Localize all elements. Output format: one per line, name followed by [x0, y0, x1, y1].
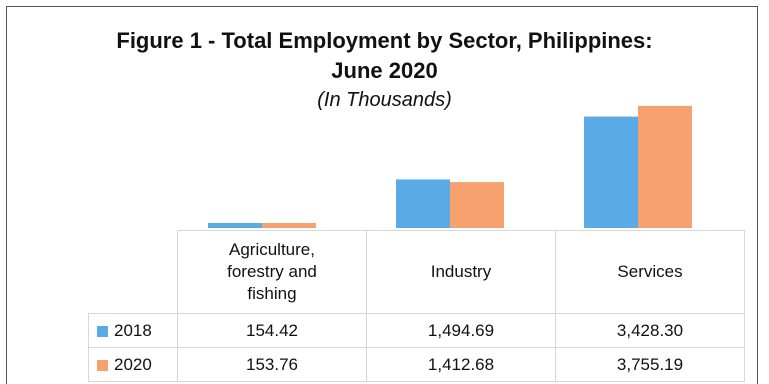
data-label: 153.76: [177, 347, 367, 382]
bar-2018-1: [208, 222, 262, 228]
legend-entry-2020: 2020: [88, 347, 178, 382]
legend-swatch-2018: [97, 325, 108, 337]
data-label: 3,755.19: [555, 347, 745, 382]
legend-label-2020: 2020: [114, 354, 152, 374]
data-label: 1,494.69: [366, 313, 556, 348]
category-label-line: Services: [617, 262, 683, 281]
legend-label-2018: 2018: [114, 320, 152, 340]
bar-2020-2: [450, 182, 504, 228]
category-label-line: Agriculture,: [229, 240, 315, 259]
chart-subtitle: (In Thousands): [317, 89, 452, 111]
bar-2018-2: [396, 179, 450, 228]
data-table: Agriculture, forestry and fishing Indust…: [88, 230, 745, 382]
category-label-services: Services: [555, 230, 745, 314]
bar-2020-1: [262, 223, 316, 228]
table-corner: [88, 230, 178, 314]
table-row-2020: 2020 153.76 1,412.68 3,755.19: [88, 347, 745, 382]
data-label: 154.42: [177, 313, 367, 348]
title-line-2: June 2020: [331, 58, 438, 83]
category-label-line: fishing: [247, 284, 297, 303]
category-row: Agriculture, forestry and fishing Indust…: [88, 230, 745, 314]
category-label-line: forestry and: [227, 262, 317, 281]
legend-entry-2018: 2018: [88, 313, 178, 348]
title-line-1: Figure 1 - Total Employment by Sector, P…: [116, 28, 653, 53]
category-label-line: Industry: [430, 262, 492, 281]
data-label: 1,412.68: [366, 347, 556, 382]
chart-frame: [6, 6, 758, 384]
table-row-2018: 2018 154.42 1,494.69 3,428.30: [88, 313, 745, 348]
bar-2020-3: [638, 105, 692, 228]
bar-2018-3: [584, 116, 638, 228]
data-label: 3,428.30: [555, 313, 745, 348]
chart-title: Figure 1 - Total Employment by Sector, P…: [0, 26, 769, 86]
category-label-agriculture: Agriculture, forestry and fishing: [177, 230, 367, 314]
legend-swatch-2020: [97, 359, 108, 371]
category-label-industry: Industry: [366, 230, 556, 314]
